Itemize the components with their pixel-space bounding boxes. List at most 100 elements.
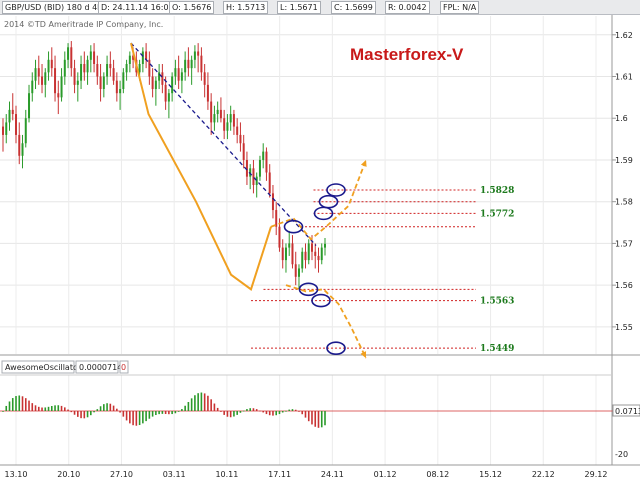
oscillator-bar xyxy=(177,411,180,412)
candle-body xyxy=(210,101,213,123)
candle-body xyxy=(2,126,4,135)
oscillator-bar xyxy=(314,411,317,427)
oscillator-bar xyxy=(44,407,47,411)
trend-line xyxy=(130,42,317,246)
oscillator-bar xyxy=(298,411,300,412)
price-axis: 1.62 1.61 1.6 1.59 1.58 1.57 1.56 1.55 xyxy=(612,31,633,332)
level-label: 1.5563 xyxy=(480,297,514,307)
candle-body xyxy=(177,68,180,81)
candle-body xyxy=(203,72,206,85)
candle-body xyxy=(164,84,167,102)
candle-body xyxy=(180,72,183,81)
oscillator-bar xyxy=(168,411,170,415)
oscillator-bar xyxy=(73,411,76,415)
oscillator-bar xyxy=(249,408,251,411)
oscillator-bar xyxy=(148,411,151,419)
oscillator-bar xyxy=(47,406,50,411)
candle-body xyxy=(21,143,24,156)
candle-body xyxy=(161,72,164,85)
oscillator-bar xyxy=(41,407,43,411)
candle-body xyxy=(73,68,76,85)
y-tick-label: 1.62 xyxy=(615,31,633,40)
oscillator-bar xyxy=(268,411,271,416)
oscillator-bar xyxy=(63,407,66,411)
x-tick-label: 22.12 xyxy=(532,470,555,479)
x-tick-label: 08.12 xyxy=(426,470,449,479)
oscillator-bar xyxy=(83,411,86,419)
candle-body xyxy=(258,159,261,177)
candle-body xyxy=(219,109,222,119)
oscillator-bar xyxy=(90,411,92,416)
candle-body xyxy=(34,68,37,81)
oscillator-bar xyxy=(60,405,63,411)
candle-body xyxy=(275,210,278,227)
candle-body xyxy=(145,51,148,60)
candle-body xyxy=(197,51,200,56)
oscillator-bar xyxy=(5,405,8,411)
candle-body xyxy=(307,243,310,261)
analysis-lines xyxy=(130,42,367,359)
candle-body xyxy=(37,68,40,77)
oscillator-bar xyxy=(187,402,190,411)
y-tick-label: 1.55 xyxy=(615,323,633,332)
candle-body xyxy=(216,109,219,115)
oscillator-bar xyxy=(57,405,60,411)
oscillator-label-box[interactable] xyxy=(1,360,75,374)
oscillator-bar xyxy=(213,403,216,411)
oscillator-bar xyxy=(239,411,242,413)
oscillator-histogram xyxy=(0,392,640,428)
time-axis: 13.10 20.10 27.10 03.11 10.11 17.11 24.11 01.12… xyxy=(5,470,608,479)
oscillator-bar xyxy=(142,411,144,424)
oscillator-bar xyxy=(138,411,141,426)
oscillator-bar xyxy=(18,395,21,411)
candle-body xyxy=(291,243,294,265)
oscillator-bar xyxy=(301,411,304,415)
oscillator-bar xyxy=(8,401,11,411)
candle-body xyxy=(268,172,271,194)
candle-body xyxy=(132,55,135,60)
x-tick-label: 03.11 xyxy=(163,470,186,479)
highlight-ellipse xyxy=(326,183,346,197)
oscillator-bar xyxy=(324,411,326,426)
x-tick-label: 27.10 xyxy=(110,470,133,479)
candle-body xyxy=(28,93,31,119)
candle-body xyxy=(5,122,8,135)
oscillator-axis-value: 0.0713 xyxy=(615,407,640,416)
y-tick-label: 1.61 xyxy=(615,73,633,82)
oscillator-bar xyxy=(220,411,222,412)
oscillator-bar xyxy=(106,403,108,411)
candle-body xyxy=(141,51,144,64)
candle-body xyxy=(249,168,252,177)
candle-body xyxy=(301,251,304,269)
candle-body xyxy=(70,47,73,69)
y-tick-label: 1.59 xyxy=(615,156,633,165)
highlight-ellipse xyxy=(326,341,346,355)
candle-body xyxy=(174,68,177,77)
candle-body xyxy=(112,68,115,81)
oscillator-bar xyxy=(86,411,89,418)
candle-body xyxy=(171,76,174,94)
candle-body xyxy=(304,251,307,261)
candle-body xyxy=(255,176,258,185)
projection-down-line xyxy=(285,284,367,359)
candle-body xyxy=(206,84,209,102)
candle-body xyxy=(89,51,92,60)
x-tick-label: 29.12 xyxy=(585,470,608,479)
candle-body xyxy=(187,59,190,69)
y-tick-label: 1.57 xyxy=(615,239,633,248)
oscillator-bar xyxy=(223,411,225,415)
high-readout: H: 1.5713 xyxy=(223,1,269,14)
candle-body xyxy=(109,63,112,69)
candle-body xyxy=(324,243,326,248)
candle-body xyxy=(96,63,99,77)
x-tick-label: 01.12 xyxy=(374,470,397,479)
range-readout: R: 0.0042 xyxy=(385,1,430,14)
oscillator-bar xyxy=(304,411,307,418)
oscillator-bar xyxy=(252,408,255,411)
candle-body xyxy=(213,114,216,123)
oscillator-bar xyxy=(135,411,138,426)
candle-body xyxy=(158,72,161,81)
candle-body xyxy=(63,59,66,77)
close-readout: C: 1.5699 xyxy=(331,1,376,14)
projection-up-line xyxy=(270,159,367,241)
